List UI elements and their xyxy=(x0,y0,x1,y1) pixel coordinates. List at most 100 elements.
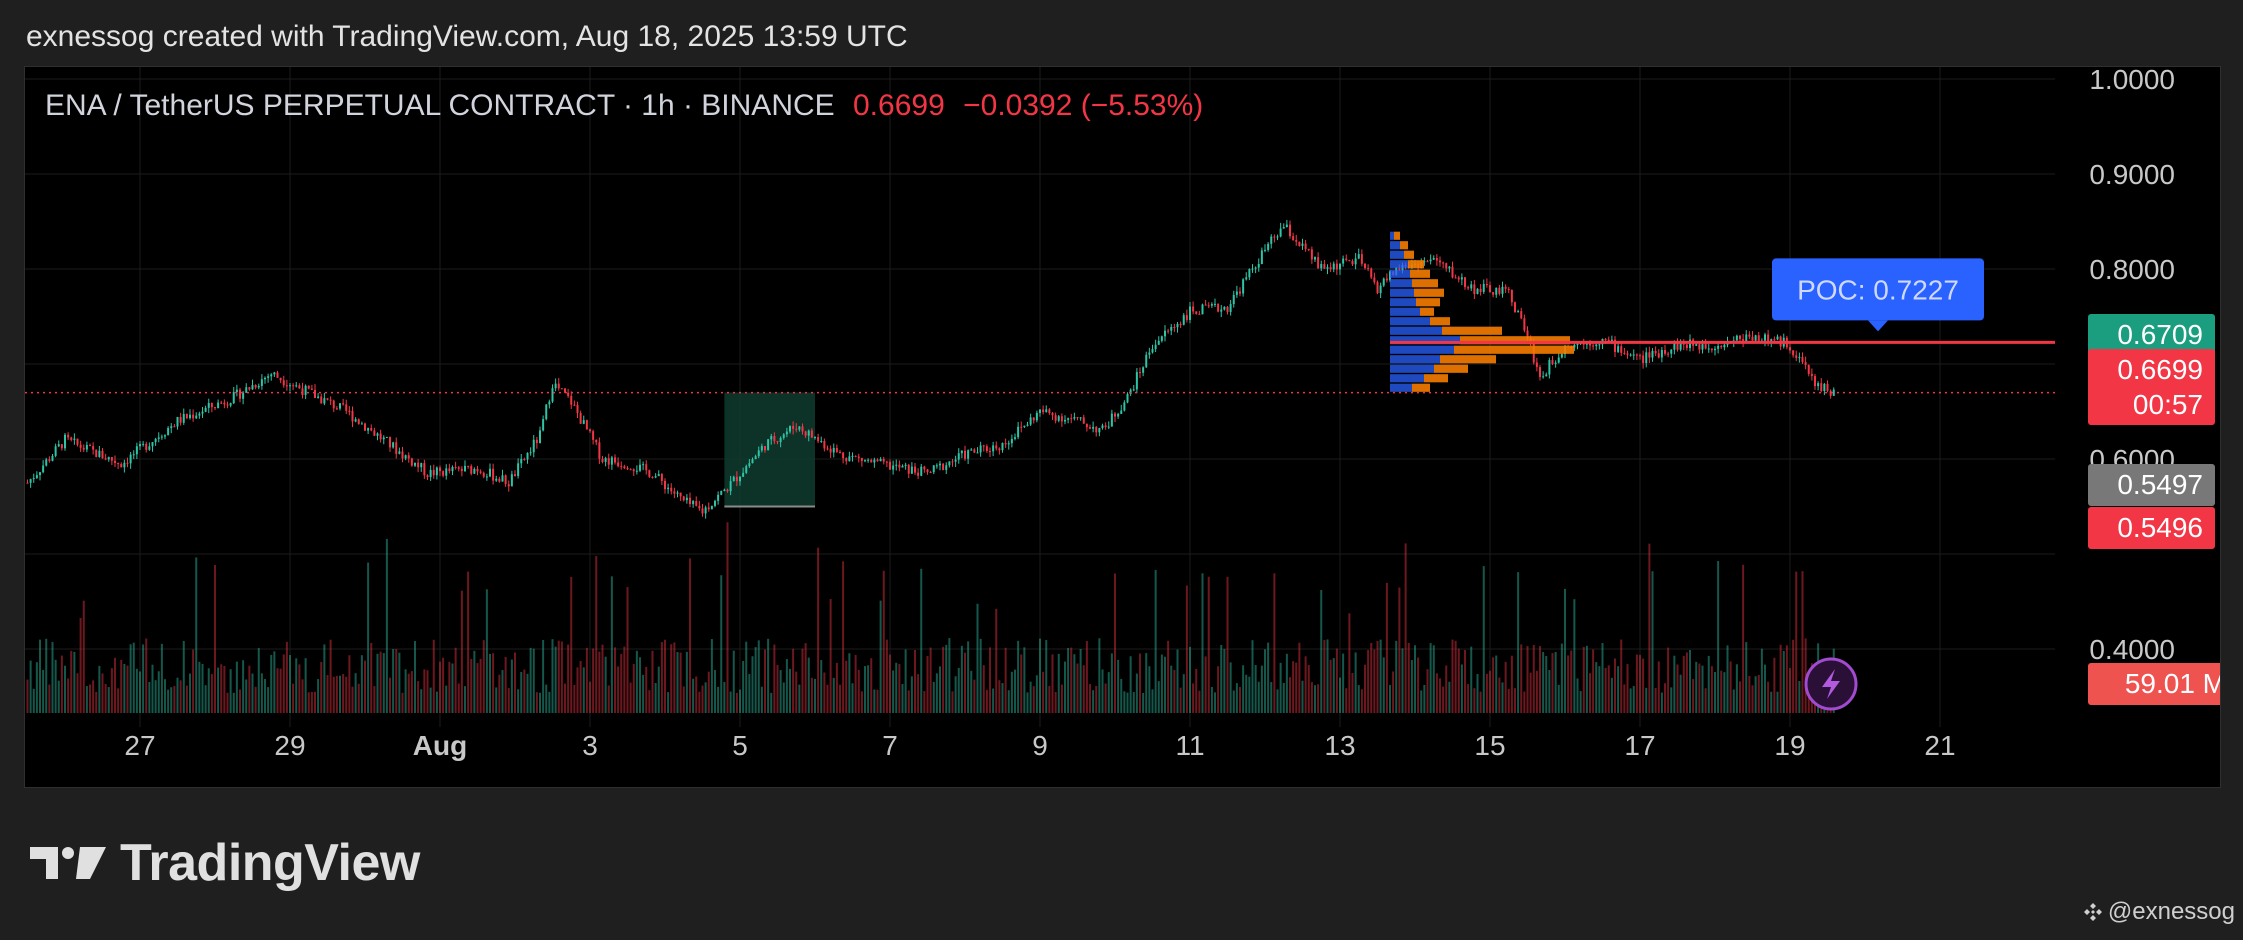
candle-body xyxy=(1673,342,1676,350)
candle-body xyxy=(217,402,220,409)
volume-bar xyxy=(464,686,466,713)
candle-body xyxy=(1504,286,1507,289)
candle-body xyxy=(964,450,966,459)
volume-bar xyxy=(1632,685,1635,713)
volume-bar xyxy=(354,673,357,713)
candle-body xyxy=(442,471,445,476)
volume-bar xyxy=(1264,649,1266,713)
volume-bar xyxy=(910,676,913,713)
volume-bar xyxy=(298,664,301,713)
candle-body xyxy=(792,426,795,429)
volume-bar xyxy=(57,680,60,713)
volume-bar xyxy=(1123,691,1126,713)
price-badge-text: 0.5496 xyxy=(2117,512,2203,543)
volume-bar xyxy=(1773,657,1776,713)
candle-body xyxy=(470,466,473,474)
candle-body xyxy=(523,458,526,460)
volume-bar xyxy=(1770,691,1773,713)
author-tag[interactable]: @exnessog xyxy=(2082,898,2235,926)
candle-body xyxy=(1654,350,1657,354)
volume-profile-down-bar xyxy=(1410,269,1430,278)
volume-bar xyxy=(139,671,141,713)
volume-bar xyxy=(1304,656,1307,713)
candle-body xyxy=(504,475,507,485)
chart-canvas[interactable]: POC: 0.72271.00000.90000.80000.60000.400… xyxy=(25,67,2220,787)
volume-bar xyxy=(1195,668,1198,713)
candle-body xyxy=(482,472,485,477)
candle-body xyxy=(179,416,182,423)
candle-body xyxy=(439,467,441,472)
volume-bar xyxy=(498,674,501,713)
volume-profile-down-bar xyxy=(1414,288,1444,297)
candle-body xyxy=(198,413,201,416)
volume-bar xyxy=(651,650,654,713)
volume-bar xyxy=(804,643,807,713)
volume-bar xyxy=(457,683,460,713)
tradingview-logo[interactable]: TradingView xyxy=(28,834,420,892)
volume-bar xyxy=(1317,684,1320,713)
candle-body xyxy=(879,458,882,462)
candle-body xyxy=(823,441,826,449)
volume-bar xyxy=(1389,685,1391,713)
volume-bar xyxy=(1076,663,1079,713)
candle-body xyxy=(420,463,423,468)
volume-bar xyxy=(1204,656,1207,713)
highlight-box[interactable] xyxy=(724,392,815,507)
symbol-name[interactable]: ENA / TetherUS PERPETUAL CONTRACT · 1h ·… xyxy=(45,89,835,122)
volume-bar xyxy=(420,689,423,713)
candle-body xyxy=(1742,339,1745,343)
candle-body xyxy=(39,472,41,476)
candle-body xyxy=(1467,287,1470,289)
candle-body xyxy=(1535,362,1538,368)
candle-body xyxy=(1017,426,1020,438)
candle-body xyxy=(623,466,626,469)
candle-body xyxy=(639,464,641,471)
candle-body xyxy=(1710,348,1713,351)
poc-label-box[interactable] xyxy=(1772,258,1984,321)
candle-body xyxy=(107,457,110,460)
volume-bar xyxy=(1257,681,1260,713)
volume-bar xyxy=(932,681,935,713)
candle-body xyxy=(979,445,982,453)
volume-bar xyxy=(826,684,829,713)
volume-bar xyxy=(676,652,679,713)
volume-bar xyxy=(1351,672,1354,713)
volume-bar xyxy=(1570,650,1573,713)
volume-bar xyxy=(1189,646,1191,713)
candle-body xyxy=(1701,344,1704,350)
volume-bar xyxy=(542,640,545,713)
volume-bar xyxy=(707,671,710,713)
candle-body xyxy=(339,403,341,409)
candle-body xyxy=(960,450,963,454)
volume-bar xyxy=(1285,653,1288,713)
volume-bar xyxy=(185,685,188,713)
candle-body xyxy=(1035,412,1038,421)
candle-body xyxy=(1470,284,1473,289)
volume-bar xyxy=(242,660,245,713)
x-tick-label: 11 xyxy=(1175,730,1204,761)
volume-bar xyxy=(682,686,685,713)
candle-body xyxy=(1589,342,1591,346)
candle-body xyxy=(845,458,848,462)
volume-bar xyxy=(1710,666,1713,713)
candle-body xyxy=(395,442,398,454)
volume-bar xyxy=(1517,572,1520,713)
candle-body xyxy=(1773,339,1776,341)
tradingview-logo-text: TradingView xyxy=(120,834,420,892)
chart-frame[interactable]: POC: 0.7227 1.0000 0.9000 0.8000 0.6000 0.400… xyxy=(24,66,2221,788)
volume-bar xyxy=(1704,688,1707,713)
candle-body xyxy=(907,464,910,474)
volume-bar xyxy=(523,669,526,713)
volume-bar xyxy=(1510,655,1513,713)
candle-body xyxy=(210,402,213,408)
candle-body xyxy=(1523,318,1526,331)
candle-body xyxy=(1073,417,1076,419)
volume-bar xyxy=(1767,681,1770,713)
volume-bar xyxy=(479,658,482,713)
candle-body xyxy=(714,500,716,506)
candle-body xyxy=(454,467,457,469)
candle-body xyxy=(932,465,935,473)
candle-body xyxy=(1098,428,1101,433)
volume-bar xyxy=(489,653,491,713)
candle-body xyxy=(1832,389,1835,396)
